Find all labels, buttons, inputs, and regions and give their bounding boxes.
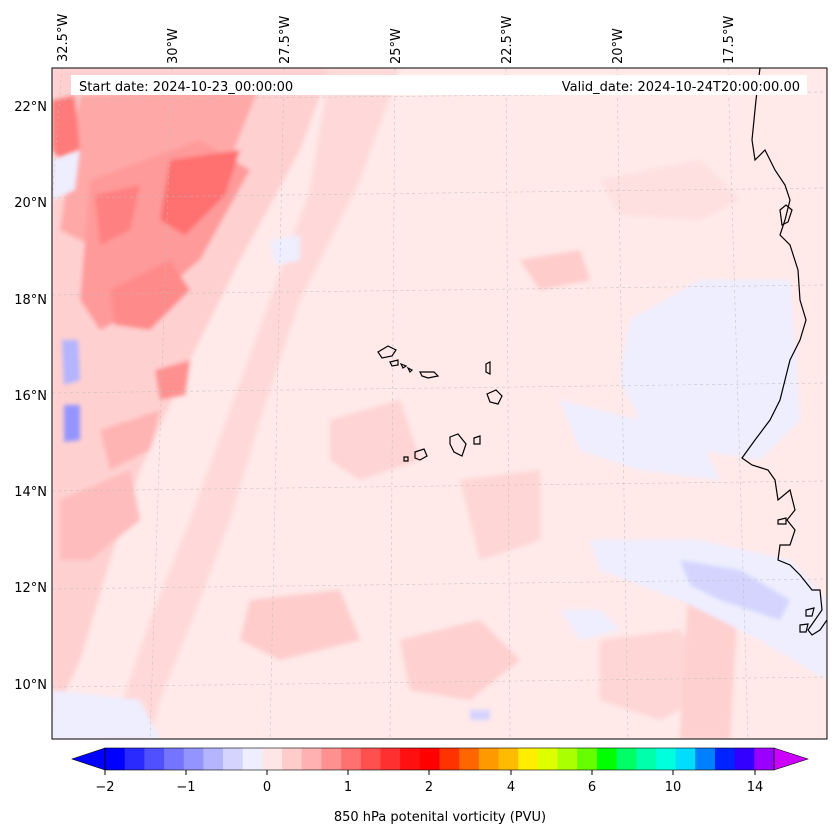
lat-label-16n: 16°N — [14, 389, 47, 404]
cb-tick-2: 2 — [425, 780, 433, 795]
colorbar-segment — [105, 748, 126, 770]
lat-label-20n: 20°N — [14, 196, 47, 211]
cb-tick-10: 10 — [665, 780, 682, 795]
colorbar-segment — [655, 748, 677, 770]
colorbar-segment — [124, 748, 145, 770]
date-banner: Start date: 2024-10-23_00:00:00 Valid_da… — [71, 75, 807, 95]
colorbar-segment — [478, 748, 500, 770]
colorbar-segment — [301, 748, 323, 770]
colorbar-segment — [223, 748, 244, 770]
cb-tick-6: 6 — [588, 780, 596, 795]
colorbar-segment — [754, 748, 775, 770]
lon-label-22-5w: 22.5°W — [500, 16, 515, 64]
colorbar: −2 −1 0 1 2 4 6 10 14 850 hPa potenital … — [71, 747, 809, 825]
colorbar-segment — [341, 748, 362, 770]
west-africa-coastline — [741, 68, 827, 636]
cb-tick-1: 1 — [344, 780, 352, 795]
colorbar-segment — [714, 748, 736, 770]
lon-label-27-5w: 27.5°W — [278, 16, 293, 64]
lat-label-10n: 10°N — [14, 678, 47, 693]
colorbar-segment — [183, 748, 204, 770]
colorbar-label: 850 hPa potenital vorticity (PVU) — [334, 810, 546, 825]
date-banner-background — [71, 75, 807, 95]
cb-tick-0: 0 — [263, 780, 271, 795]
colorbar-segment — [400, 748, 421, 770]
colorbar-segment — [242, 748, 264, 770]
cb-tick-neg1: −1 — [176, 780, 195, 795]
lon-label-25w: 25°W — [389, 28, 404, 64]
valid-date-label: Valid_date: 2024-10-24T20:00:00.00 — [562, 80, 800, 95]
cb-tick-4: 4 — [507, 780, 515, 795]
colorbar-segment — [360, 748, 382, 770]
colorbar-segment — [321, 748, 342, 770]
colorbar-under-arrow — [71, 747, 106, 771]
colorbar-segment — [596, 748, 618, 770]
graticule — [52, 68, 827, 739]
colorbar-segment — [380, 748, 401, 770]
map-panel: Start date: 2024-10-23_00:00:00 Valid_da… — [52, 68, 827, 739]
colorbar-tick-labels: −2 −1 0 1 2 4 6 10 14 — [95, 780, 763, 795]
colorbar-segment — [695, 748, 716, 770]
pv-negative-anomalies — [52, 150, 827, 739]
lon-label-20w: 20°W — [611, 28, 626, 64]
colorbar-segment — [577, 748, 598, 770]
start-date-label: Start date: 2024-10-23_00:00:00 — [79, 80, 293, 95]
colorbar-segment — [518, 748, 539, 770]
colorbar-segment — [459, 748, 480, 770]
colorbar-segment — [203, 748, 224, 770]
lat-label-18n: 18°N — [14, 293, 47, 308]
colorbar-segment — [557, 748, 578, 770]
colorbar-segment — [537, 748, 559, 770]
map-frame — [51, 67, 828, 740]
longitude-tick-labels: 32.5°W 30°W 27.5°W 25°W 22.5°W 20°W 17.5… — [56, 14, 737, 64]
lon-label-32-5w: 32.5°W — [56, 14, 71, 62]
colorbar-over-arrow — [773, 747, 809, 771]
colorbar-segment — [282, 748, 303, 770]
colorbar-segments — [105, 748, 775, 770]
pv-positive-anomalies — [52, 68, 740, 739]
colorbar-segment — [498, 748, 519, 770]
cape-verde-islands — [377, 345, 503, 462]
colorbar-segment — [419, 748, 441, 770]
lat-label-14n: 14°N — [14, 485, 47, 500]
colorbar-segment — [616, 748, 637, 770]
cb-tick-neg2: −2 — [95, 780, 114, 795]
colorbar-segment — [164, 748, 185, 770]
colorbar-segment — [636, 748, 657, 770]
lon-label-30w: 30°W — [166, 28, 181, 64]
colorbar-segment — [675, 748, 696, 770]
colorbar-segment — [439, 748, 460, 770]
colorbar-ticks — [104, 770, 756, 775]
colorbar-frame — [104, 747, 775, 771]
colorbar-segment — [262, 748, 283, 770]
lon-label-17-5w: 17.5°W — [722, 16, 737, 64]
colorbar-segment — [734, 748, 755, 770]
lat-label-12n: 12°N — [14, 581, 47, 596]
colorbar-segment — [144, 748, 165, 770]
lat-label-22n: 22°N — [14, 100, 47, 115]
latitude-tick-labels: 22°N 20°N 18°N 16°N 14°N 12°N 10°N — [14, 100, 47, 693]
cb-tick-14: 14 — [747, 780, 764, 795]
